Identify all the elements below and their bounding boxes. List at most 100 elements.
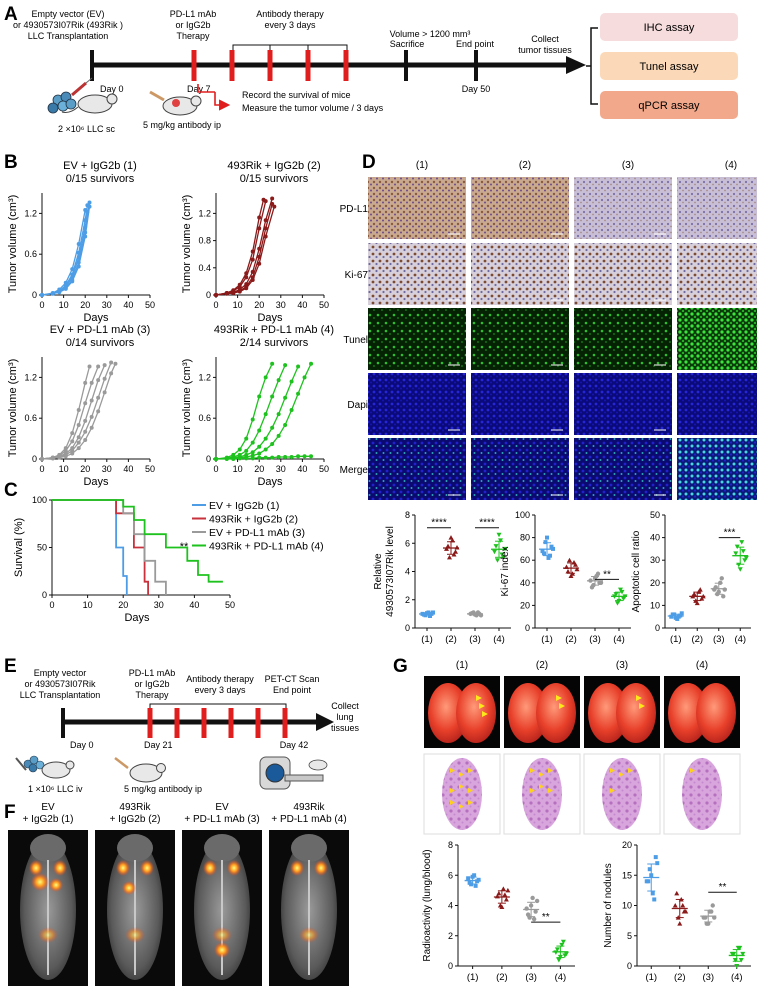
- lung-lobe: [588, 683, 628, 743]
- data-point: [476, 877, 481, 882]
- scatter-plot: 0 20 40 60 80 100 (1) (2) (3) (4) Ki-67 index **: [500, 510, 631, 645]
- data-point: [499, 552, 505, 558]
- legend-label: EV + IgG2b (1): [209, 500, 279, 512]
- cell-culture-icon: [47, 91, 77, 114]
- nodule-arrow: [619, 772, 624, 777]
- a-dose-label: 5 mg/kg antibody ip: [143, 120, 221, 130]
- x-tick-label: 0: [39, 464, 44, 474]
- survival-curve: [52, 499, 128, 595]
- pet-hotspot: [212, 927, 232, 943]
- data-point: [473, 883, 478, 888]
- pet-hotspot: [125, 927, 145, 943]
- x-axis-label: Days: [257, 476, 283, 488]
- pet-hotspot: [53, 860, 67, 876]
- survival-curve: [52, 499, 167, 595]
- lung-lobe: [616, 683, 656, 743]
- nodule-arrow: [459, 772, 464, 777]
- data-point: [498, 538, 503, 543]
- data-point: [83, 418, 88, 423]
- panel-g: G (1) (2) (3) (4) 0 2 4 6 8 (1) (2) (3) (4) Radioact…: [393, 656, 751, 983]
- data-point: [733, 551, 739, 556]
- tumor-growth-plot: EV + PD-L1 mAb (3)0/14 survivors 0 0.6 1.2 0…: [7, 324, 155, 488]
- data-point: [76, 264, 81, 269]
- x-tick-label: (3): [702, 972, 714, 983]
- nodule-arrow: [539, 784, 544, 789]
- pet-hotspot: [49, 878, 63, 892]
- a-record-1: Record the survival of mice: [242, 90, 351, 100]
- panel-letter-a: A: [4, 4, 18, 25]
- e-therapy-bracket: [149, 703, 287, 710]
- data-point: [270, 425, 275, 430]
- micrograph-tile: [574, 438, 672, 500]
- y-tick-label: 0.8: [198, 236, 211, 246]
- data-point: [270, 361, 275, 366]
- data-point: [250, 417, 255, 422]
- data-point: [250, 456, 255, 461]
- data-point: [647, 867, 652, 872]
- e-collect-label: Collect lung tissues: [331, 701, 360, 733]
- a-transplant-text: Empty vector (EV) or 4930573I07Rik (493Ri…: [13, 9, 123, 41]
- nodule-arrow: [548, 788, 553, 793]
- data-point: [263, 447, 268, 452]
- data-point: [257, 394, 262, 399]
- panel-letter-d: D: [362, 152, 376, 173]
- a-volume-label: Volume > 1200 mm³: [390, 29, 471, 39]
- y-axis-label: Tumor volume (cm³): [7, 359, 19, 458]
- nodule-arrow: [450, 800, 455, 805]
- lung-section: [442, 758, 482, 830]
- x-tick-label: (1): [421, 634, 433, 645]
- data-point: [270, 196, 275, 201]
- significance-marker: **: [180, 541, 189, 553]
- data-point: [309, 361, 314, 366]
- x-tick-label: 0: [49, 600, 54, 610]
- data-point: [542, 551, 546, 556]
- x-tick-label: 20: [254, 464, 264, 474]
- y-tick-label: 5: [627, 931, 632, 941]
- data-point: [244, 456, 249, 461]
- data-point: [676, 614, 681, 619]
- panel-letter-f: F: [4, 802, 16, 823]
- column-label: (3): [616, 660, 628, 671]
- data-point: [567, 557, 572, 563]
- data-point: [257, 455, 262, 460]
- data-point: [500, 886, 506, 891]
- y-tick-label: 0: [32, 290, 37, 300]
- data-point: [263, 218, 268, 223]
- qpcr-assay-box: [600, 91, 738, 119]
- a-cells-label: 2 ×10⁶ LLC sc: [58, 124, 115, 134]
- nodule-arrow: [459, 784, 464, 789]
- series-line: [41, 366, 99, 460]
- x-axis-label: Days: [257, 312, 283, 324]
- data-point: [283, 363, 288, 368]
- data-point: [697, 587, 703, 592]
- y-tick-label: 30: [650, 555, 660, 565]
- data-point: [448, 535, 454, 540]
- micrograph-tile: [368, 177, 466, 239]
- x-tick-label: 10: [233, 300, 243, 310]
- data-point: [492, 549, 497, 555]
- tumor-growth-plot: 493Rik + IgG2b (2)0/15 survivors 0 0.4 0.8 1…: [181, 160, 329, 324]
- data-point: [276, 378, 281, 383]
- data-point: [283, 395, 288, 400]
- data-point: [556, 957, 562, 963]
- e-antibody-text: Antibody therapy every 3 days: [186, 674, 254, 695]
- syringe-icon: [114, 757, 129, 769]
- y-tick-label: 0: [405, 623, 410, 633]
- x-tick-label: 20: [80, 464, 90, 474]
- y-tick-label: 6: [448, 870, 453, 880]
- panel-letter-g: G: [393, 656, 408, 677]
- pet-hotspot: [214, 942, 230, 958]
- y-tick-label: 0: [655, 623, 660, 633]
- tunel-assay-box: [600, 52, 738, 80]
- x-tick-label: 30: [276, 464, 286, 474]
- lung-lobe: [456, 683, 496, 743]
- significance-marker: **: [719, 882, 727, 893]
- micrograph-tile: [574, 373, 672, 435]
- pet-hotspot: [140, 860, 154, 876]
- x-tick-label: 30: [154, 600, 164, 610]
- e-petct-label: PET-CT Scan End point: [265, 674, 320, 695]
- x-tick-label: (1): [670, 634, 682, 645]
- x-tick-label: 50: [145, 300, 155, 310]
- data-point: [261, 197, 266, 202]
